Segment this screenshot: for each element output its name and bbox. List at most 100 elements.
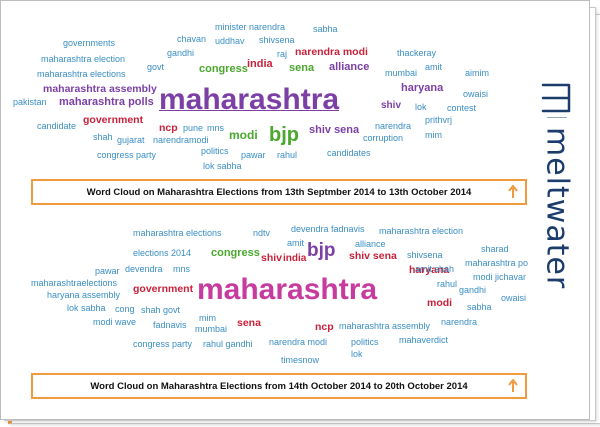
cloud-word: shah <box>93 132 113 142</box>
cloud-word: narendramodi <box>153 135 209 145</box>
cloud-word: shiv <box>381 100 402 111</box>
cloud-word: amit <box>425 62 443 72</box>
cloud-word: narendra modi <box>295 46 368 58</box>
cloud-word: bjp <box>307 240 336 261</box>
cloud-word: india <box>283 253 307 264</box>
cloud-word: cong <box>115 304 135 314</box>
cloud-word: rahul <box>437 279 458 289</box>
cloud-word: congress party <box>133 339 193 349</box>
caption-top: Word Cloud on Maharashtra Elections from… <box>31 179 527 205</box>
cloud-word: elections 2014 <box>133 248 192 258</box>
cloud-word: lok <box>415 102 427 112</box>
cloud-word: bjp <box>269 124 299 146</box>
cloud-word: maharashtra assembly <box>339 321 431 331</box>
cloud-word: shiv sena <box>309 124 360 136</box>
cloud-word: alliance <box>355 239 386 249</box>
cloud-word: rahul <box>277 150 298 160</box>
cloud-word: gandhi <box>459 285 487 295</box>
cloud-word: uddhav <box>215 36 245 46</box>
cloud-word-primary: maharashtra <box>197 273 378 306</box>
cloud-word: lok sabha <box>203 161 242 171</box>
cloud-word: pune <box>183 123 204 133</box>
word-cloud-top: governments maharashtra election maharas… <box>1 1 521 179</box>
cloud-word: shiv <box>261 252 283 264</box>
cloud-word: modi wave <box>93 317 137 327</box>
cloud-word: ncp <box>315 321 334 333</box>
cloud-word: shiv sena <box>349 250 397 262</box>
cloud-word: fadnavis <box>153 320 187 330</box>
cloud-word-primary: maharashtra <box>159 83 340 116</box>
cloud-word: maharashtra election <box>379 226 464 236</box>
cloud-word: maharashtra po <box>465 258 529 268</box>
cloud-word: sabha <box>467 302 492 312</box>
cloud-word: politics <box>201 146 229 156</box>
word-cloud-bottom: maharashtra elections ndtv devendra fadn… <box>1 187 528 367</box>
cloud-word: chavan <box>177 34 207 44</box>
cloud-word: thackeray <box>397 48 437 58</box>
cloud-word: aimim <box>465 68 489 78</box>
cloud-word: maharashtra elections <box>133 228 222 238</box>
cloud-word: modi jichavar <box>473 272 527 282</box>
meltwater-m-icon <box>541 83 571 113</box>
cloud-word: narendra modi <box>269 337 328 347</box>
cloud-word: amit shah <box>415 264 455 274</box>
cloud-word: haryana assembly <box>47 290 121 300</box>
cloud-word: contest <box>447 103 477 113</box>
cloud-word: government <box>83 114 144 126</box>
cloud-word: congress <box>199 63 248 75</box>
cloud-word: sharad <box>481 244 509 254</box>
cloud-word: mns <box>207 123 225 133</box>
cloud-word: narendra <box>441 317 478 327</box>
cloud-word: shah govt <box>141 305 181 315</box>
cloud-word: alliance <box>329 61 370 73</box>
cloud-word: mahaverdict <box>399 335 449 345</box>
cloud-word: sena <box>289 62 315 74</box>
cloud-word: owaisi <box>463 89 489 99</box>
cloud-word: congress <box>211 247 260 259</box>
cloud-word: gujarat <box>117 135 145 145</box>
cloud-word: devendra <box>125 264 163 274</box>
cloud-word: amit <box>287 238 305 248</box>
cloud-word: maharashtra elections <box>37 69 126 79</box>
cloud-word: pawar <box>241 150 266 160</box>
meltwater-logo: meltwater <box>529 81 585 301</box>
caption-top-text: Word Cloud on Maharashtra Elections from… <box>86 186 472 198</box>
cloud-word: congress party <box>97 150 157 160</box>
cloud-word: shivsena <box>407 250 443 260</box>
slide-card: governments maharashtra election maharas… <box>0 0 590 420</box>
cloud-word: modi <box>229 128 258 142</box>
cloud-word: rahul gandhi <box>203 339 253 349</box>
cloud-word: narendra <box>375 121 412 131</box>
brand-name: meltwater <box>539 127 575 290</box>
cloud-word: india <box>247 58 273 70</box>
cloud-word: politics <box>351 337 379 347</box>
cloud-word: timesnow <box>281 355 320 365</box>
cloud-word: government <box>133 283 194 295</box>
cloud-word: sabha <box>313 24 338 34</box>
cloud-word: gandhi <box>167 48 195 58</box>
cloud-word: pakistan <box>13 97 47 107</box>
caption-bottom-text: Word Cloud on Maharashtra Elections from… <box>90 380 468 392</box>
cloud-word: mns <box>173 264 191 274</box>
cloud-word: devendra fadnavis <box>291 224 365 234</box>
cloud-word: candidates <box>327 148 371 158</box>
cloud-word: ndtv <box>253 228 271 238</box>
cloud-word: candidate <box>37 121 77 131</box>
cloud-word: mumbai <box>195 324 228 334</box>
cloud-word: prithvrj <box>425 115 453 125</box>
arrow-up-icon <box>508 185 518 198</box>
cloud-word: owaisi <box>501 293 527 303</box>
cloud-word: maharashtra election <box>41 54 126 64</box>
cloud-word: maharashtra polls <box>59 96 154 108</box>
cloud-word: mumbai <box>385 68 418 78</box>
cloud-word: lok sabha <box>67 303 106 313</box>
cloud-word: governments <box>63 38 116 48</box>
cloud-word: raj <box>277 49 288 59</box>
cloud-word: pawar <box>95 266 120 276</box>
cloud-word: mim <box>199 313 216 323</box>
cloud-word: maharashtra assembly <box>43 83 157 95</box>
caption-bottom: Word Cloud on Maharashtra Elections from… <box>31 373 527 399</box>
arrow-up-icon <box>508 379 518 392</box>
cloud-word: maharashtraelections <box>31 278 118 288</box>
cloud-word: modi <box>427 297 453 309</box>
